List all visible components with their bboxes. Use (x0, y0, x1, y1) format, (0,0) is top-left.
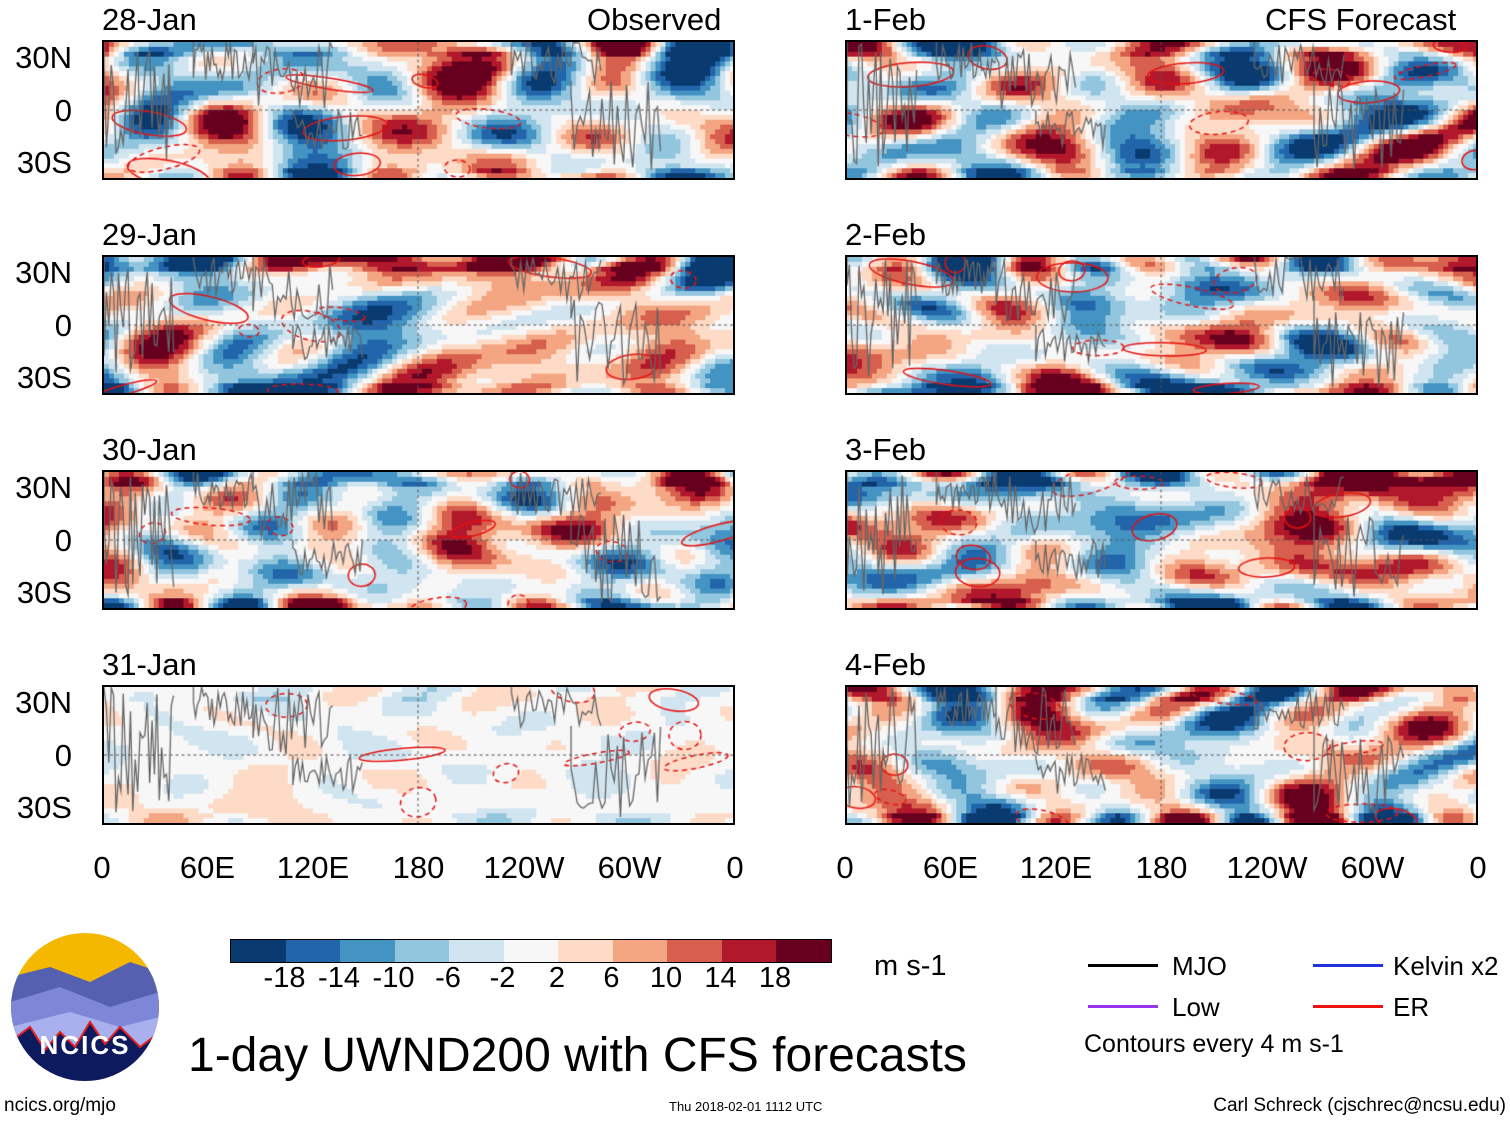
legend-mjo-line (1088, 964, 1158, 967)
ncics-logo: NCICS (11, 933, 159, 1081)
x-tick-label: 0 (726, 850, 744, 885)
colorbar-swatch (340, 940, 395, 962)
map-panel-3-Feb (845, 470, 1478, 610)
panel-date: 1-Feb (845, 2, 926, 37)
colorbar-swatch (231, 940, 286, 962)
y-tick-label: 0 (54, 93, 72, 128)
panel-date: 4-Feb (845, 647, 926, 682)
map-panel-29-Jan (102, 255, 735, 395)
panel-date: 31-Jan (102, 647, 197, 682)
y-tick-label: 0 (54, 523, 72, 558)
x-tick-label: 60E (922, 850, 979, 885)
footer-timestamp: Thu 2018-02-01 1112 UTC (669, 1099, 823, 1114)
forecast-header: CFS Forecast (1265, 2, 1457, 37)
footer-author: Carl Schreck (cjschrec@ncsu.edu) (1213, 1095, 1506, 1116)
x-tick-label: 120E (276, 850, 350, 885)
x-tick-label: 180 (392, 850, 445, 885)
colorbar-label: 18 (758, 962, 792, 994)
observed-header: Observed (587, 2, 722, 37)
footer-url[interactable]: ncics.org/mjo (4, 1095, 116, 1116)
colorbar-swatch (285, 940, 340, 962)
legend-er-line (1313, 1005, 1383, 1008)
map-panel-28-Jan (102, 40, 735, 180)
panel-date: 3-Feb (845, 432, 926, 467)
colorbar-swatch (667, 940, 722, 962)
colorbar-label: 10 (649, 962, 683, 994)
panel-date: 28-Jan (102, 2, 197, 37)
colorbar-swatch (612, 940, 667, 962)
x-tick-label: 120E (1019, 850, 1093, 885)
x-tick-label: 60W (597, 850, 662, 885)
map-panel-30-Jan (102, 470, 735, 610)
y-tick-label: 30N (15, 40, 72, 75)
colorbar (230, 939, 832, 963)
figure-title: 1-day UWND200 with CFS forecasts (188, 1029, 967, 1082)
colorbar-label: -2 (489, 962, 516, 994)
panel-date: 29-Jan (102, 217, 197, 252)
panel-date: 30-Jan (102, 432, 197, 467)
map-panel-1-Feb (845, 40, 1478, 180)
colorbar-swatch (449, 940, 504, 962)
x-tick-label: 120W (483, 850, 565, 885)
x-tick-label: 60W (1340, 850, 1405, 885)
colorbar-label: 14 (704, 962, 737, 994)
y-tick-label: 30N (15, 685, 72, 720)
legend-kelvin: Kelvin x2 (1393, 951, 1499, 981)
colorbar-units: m s-1 (874, 950, 947, 982)
colorbar-label: -6 (435, 962, 461, 994)
colorbar-swatch (558, 940, 613, 962)
colorbar-swatch (503, 940, 558, 962)
y-tick-label: 30S (16, 145, 72, 180)
y-tick-label: 0 (54, 738, 72, 773)
legend-er: ER (1393, 992, 1430, 1022)
y-tick-label: 30S (16, 360, 72, 395)
colorbar-label: -14 (318, 962, 360, 994)
x-tick-label: 180 (1135, 850, 1188, 885)
colorbar-label: 6 (603, 962, 620, 994)
legend-low: Low (1172, 992, 1220, 1022)
svg-text:NCICS: NCICS (40, 1030, 131, 1060)
map-panel-4-Feb (845, 685, 1478, 825)
colorbar-swatch (776, 940, 831, 962)
legend-mjo: MJO (1172, 951, 1227, 981)
map-panel-31-Jan (102, 685, 735, 825)
y-tick-label: 30N (15, 470, 72, 505)
x-tick-label: 120W (1226, 850, 1308, 885)
y-tick-label: 30S (16, 790, 72, 825)
y-tick-label: 30N (15, 255, 72, 290)
panel-date: 2-Feb (845, 217, 926, 252)
colorbar-swatch (721, 940, 776, 962)
x-tick-label: 0 (1469, 850, 1487, 885)
colorbar-label: -18 (263, 962, 306, 994)
x-tick-label: 60E (179, 850, 236, 885)
colorbar-label: 2 (548, 962, 566, 994)
map-panel-2-Feb (845, 255, 1478, 395)
y-tick-label: 0 (54, 308, 72, 343)
x-tick-label: 0 (93, 850, 111, 885)
legend-kelvin-line (1313, 964, 1383, 967)
x-tick-label: 0 (836, 850, 854, 885)
y-tick-label: 30S (16, 575, 72, 610)
contour-note: Contours every 4 m s-1 (1084, 1030, 1344, 1058)
legend-low-line (1088, 1005, 1158, 1008)
colorbar-label: -10 (372, 962, 415, 994)
colorbar-swatch (394, 940, 449, 962)
